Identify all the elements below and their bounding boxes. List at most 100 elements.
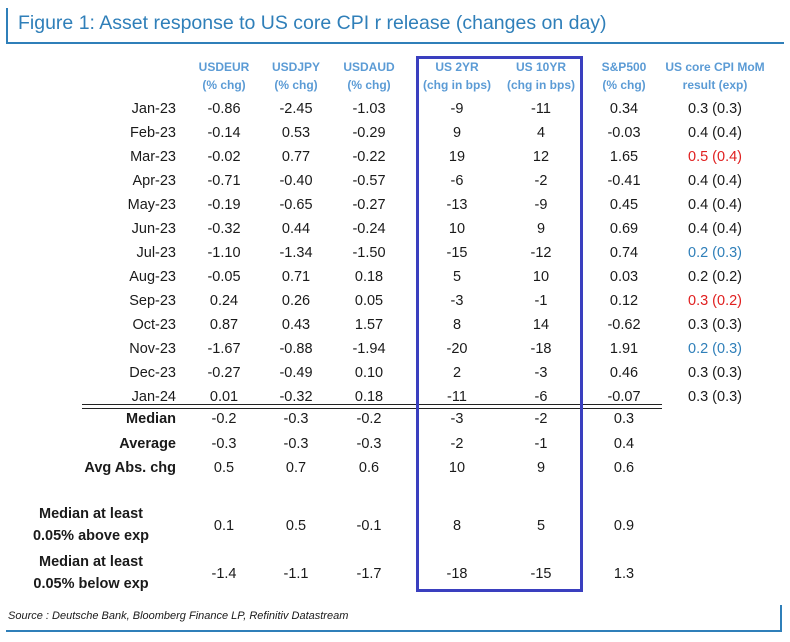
cell-usdjpy: -0.49: [279, 365, 313, 381]
column-header-usdaud: USDAUD (% chg): [326, 58, 412, 94]
table-row: Nov-23 -1.67 -0.88 -1.94 -20 -18 1.91 0.2 (0.3): [0, 337, 760, 361]
cell-us2yr: -20: [446, 341, 468, 357]
cell-us10yr: -3: [534, 365, 548, 381]
cell-usdaud: 0.18: [354, 389, 384, 405]
summary-row: Average -0.3 -0.3 -0.3 -2 -1 0.4: [0, 432, 760, 456]
cell-usdaud: 0.05: [354, 293, 384, 309]
row-label-month: Dec-23: [129, 365, 176, 381]
cell-usdeur: -0.86: [207, 101, 241, 117]
title-bar: Figure 1: Asset response to US core CPI …: [6, 8, 784, 44]
figure-title: Figure 1: Asset response to US core CPI …: [18, 12, 607, 34]
cell-us2yr: -18: [446, 566, 468, 582]
cell-core-cpi: 0.4 (0.4): [688, 173, 742, 189]
row-label-month: Oct-23: [132, 317, 176, 333]
cell-core-cpi: 0.3 (0.2): [688, 293, 742, 309]
column-header-us2yr: US 2YR (chg in bps): [414, 58, 500, 94]
cell-sp500: 0.9: [613, 518, 635, 534]
row-label-month: Jan-23: [131, 101, 176, 117]
column-header-core-cpi: US core CPI MoM result (exp): [655, 58, 775, 94]
source-note: Source : Deutsche Bank, Bloomberg Financ…: [8, 610, 349, 622]
cell-us2yr: -11: [447, 389, 467, 405]
cell-sp500: 1.65: [609, 149, 639, 165]
cell-us10yr: -12: [530, 245, 552, 261]
yields-highlight-box: [416, 56, 583, 592]
cell-usdaud: -1.7: [356, 566, 382, 582]
footer-border: [6, 630, 782, 632]
cell-us2yr: 10: [448, 460, 466, 476]
conditional-label-line1: Median at least: [39, 506, 143, 522]
cell-us10yr: 9: [536, 460, 546, 476]
cell-us2yr: 8: [452, 317, 462, 333]
cell-us2yr: 2: [452, 365, 462, 381]
cell-us2yr: -6: [450, 173, 464, 189]
cell-us2yr: -2: [450, 436, 464, 452]
cell-us10yr: -1: [534, 436, 548, 452]
column-header-usdeur: USDEUR (% chg): [181, 58, 267, 94]
cell-us10yr: 12: [532, 149, 550, 165]
row-label-month: Jun-23: [131, 221, 176, 237]
cell-usdeur: -0.71: [207, 173, 241, 189]
column-header-unit: (chg in bps): [507, 78, 575, 92]
column-header-unit: (% chg): [602, 78, 646, 92]
cell-usdeur: -0.14: [207, 125, 241, 141]
summary-label: Median: [126, 411, 176, 427]
cell-usdaud: -0.29: [352, 125, 386, 141]
cell-usdjpy: -1.34: [279, 245, 313, 261]
cell-usdeur: 0.87: [209, 317, 239, 333]
cell-usdaud: -1.50: [352, 245, 386, 261]
row-label-month: Apr-23: [132, 173, 176, 189]
cell-us2yr: 10: [448, 221, 466, 237]
table-row: Jun-23 -0.32 0.44 -0.24 10 9 0.69 0.4 (0.4): [0, 217, 760, 241]
cell-usdaud: -0.1: [356, 518, 382, 534]
column-header-title: US 2YR: [435, 60, 479, 74]
cell-sp500: 1.91: [609, 341, 639, 357]
cell-us10yr: -9: [534, 197, 548, 213]
cell-usdaud: -0.57: [352, 173, 386, 189]
cell-core-cpi: 0.2 (0.3): [688, 245, 742, 261]
cell-usdeur: -1.4: [211, 566, 237, 582]
cell-usdjpy: 0.53: [281, 125, 311, 141]
column-header-sp500: S&P500 (% chg): [581, 58, 667, 94]
cell-sp500: 0.46: [609, 365, 639, 381]
cell-usdaud: -0.22: [352, 149, 386, 165]
cell-core-cpi: 0.3 (0.3): [688, 317, 742, 333]
cell-sp500: -0.07: [607, 389, 641, 405]
cell-usdeur: -1.67: [207, 341, 241, 357]
cell-us10yr: 5: [536, 518, 546, 534]
row-label-month: Aug-23: [129, 269, 176, 285]
cell-sp500: 0.6: [613, 460, 635, 476]
cell-us10yr: -11: [531, 101, 551, 117]
cell-sp500: 0.69: [609, 221, 639, 237]
cell-core-cpi: 0.4 (0.4): [688, 125, 742, 141]
cell-usdeur: 0.1: [213, 518, 235, 534]
cell-usdjpy: -1.1: [283, 566, 309, 582]
column-header-unit: (% chg): [202, 78, 246, 92]
conditional-label-line1: Median at least: [39, 554, 143, 570]
cell-sp500: 0.4: [613, 436, 635, 452]
cell-us10yr: 9: [536, 221, 546, 237]
cell-usdaud: -0.3: [356, 436, 382, 452]
cell-usdaud: -0.27: [352, 197, 386, 213]
cell-us2yr: -3: [450, 293, 464, 309]
cell-usdjpy: 0.77: [281, 149, 311, 165]
cell-us2yr: 19: [448, 149, 466, 165]
cell-core-cpi: 0.2 (0.2): [688, 269, 742, 285]
cell-us10yr: -1: [534, 293, 548, 309]
cell-usdeur: -0.2: [211, 411, 237, 427]
table-row: Oct-23 0.87 0.43 1.57 8 14 -0.62 0.3 (0.3): [0, 313, 760, 337]
cell-usdjpy: -0.32: [279, 389, 313, 405]
summary-label: Average: [119, 436, 176, 452]
cell-usdeur: 0.5: [213, 460, 235, 476]
footer-border-right: [780, 605, 782, 632]
cell-sp500: 0.74: [609, 245, 639, 261]
summary-divider: [82, 404, 662, 409]
cell-us2yr: -9: [450, 101, 464, 117]
cell-us2yr: 5: [452, 269, 462, 285]
cell-sp500: 1.3: [613, 566, 635, 582]
cell-core-cpi: 0.3 (0.3): [688, 389, 742, 405]
cell-usdeur: -0.05: [207, 269, 241, 285]
column-header-title: USDEUR: [198, 60, 250, 74]
column-header-title: US 10YR: [515, 60, 567, 74]
row-label-month: Sep-23: [129, 293, 176, 309]
cell-usdaud: 1.57: [354, 317, 384, 333]
